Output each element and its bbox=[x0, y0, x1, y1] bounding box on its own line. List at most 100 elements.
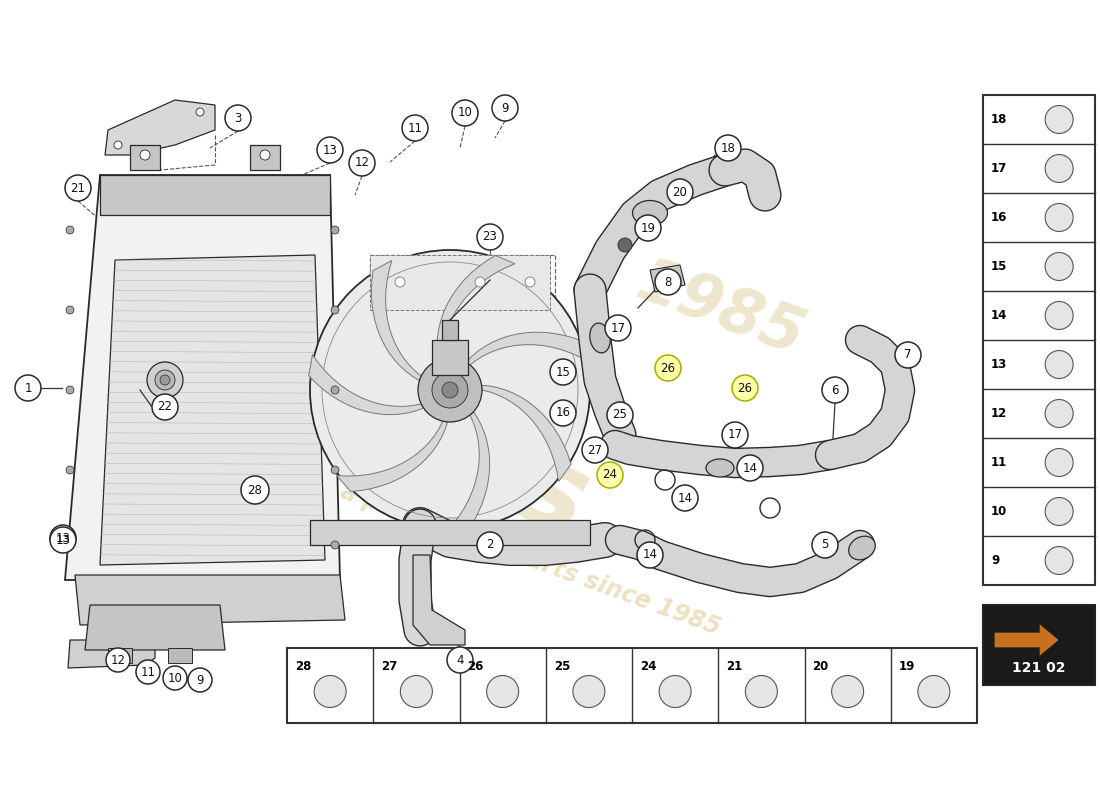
Text: 25: 25 bbox=[553, 660, 570, 673]
Text: 12: 12 bbox=[110, 654, 125, 666]
Circle shape bbox=[140, 150, 150, 160]
Polygon shape bbox=[432, 340, 468, 375]
Text: 8: 8 bbox=[664, 275, 672, 289]
Circle shape bbox=[715, 135, 741, 161]
FancyBboxPatch shape bbox=[250, 145, 280, 170]
Circle shape bbox=[66, 226, 74, 234]
Circle shape bbox=[1045, 350, 1074, 378]
FancyBboxPatch shape bbox=[130, 145, 159, 170]
Text: 12: 12 bbox=[991, 407, 1008, 420]
Circle shape bbox=[331, 541, 339, 549]
Circle shape bbox=[732, 375, 758, 401]
Text: 17: 17 bbox=[610, 322, 626, 334]
Circle shape bbox=[15, 375, 41, 401]
Text: 25: 25 bbox=[613, 409, 627, 422]
Text: 9: 9 bbox=[196, 674, 204, 686]
Polygon shape bbox=[68, 640, 155, 668]
Polygon shape bbox=[447, 412, 490, 532]
Circle shape bbox=[1045, 302, 1074, 330]
Circle shape bbox=[226, 105, 251, 131]
Circle shape bbox=[66, 541, 74, 549]
Text: 27: 27 bbox=[587, 443, 603, 457]
Text: euro: euro bbox=[108, 281, 413, 479]
Circle shape bbox=[315, 675, 346, 707]
Circle shape bbox=[1045, 106, 1074, 134]
Circle shape bbox=[163, 666, 187, 690]
Circle shape bbox=[667, 179, 693, 205]
Circle shape bbox=[475, 277, 485, 287]
Text: 27: 27 bbox=[382, 660, 397, 673]
Text: 10: 10 bbox=[991, 505, 1008, 518]
Circle shape bbox=[50, 527, 76, 553]
Circle shape bbox=[486, 675, 518, 707]
Text: 21: 21 bbox=[70, 182, 86, 194]
Circle shape bbox=[432, 372, 468, 408]
Text: 17: 17 bbox=[727, 429, 742, 442]
Circle shape bbox=[654, 355, 681, 381]
Text: 26: 26 bbox=[737, 382, 752, 394]
FancyBboxPatch shape bbox=[287, 648, 977, 723]
FancyBboxPatch shape bbox=[168, 648, 192, 663]
Polygon shape bbox=[482, 386, 571, 482]
Text: 15: 15 bbox=[991, 260, 1008, 273]
Text: 24: 24 bbox=[640, 660, 657, 673]
Circle shape bbox=[746, 675, 778, 707]
Polygon shape bbox=[337, 421, 448, 491]
Text: 1985: 1985 bbox=[628, 252, 812, 368]
Circle shape bbox=[442, 382, 458, 398]
Circle shape bbox=[147, 362, 183, 398]
Circle shape bbox=[477, 532, 503, 558]
Circle shape bbox=[260, 150, 270, 160]
Circle shape bbox=[477, 224, 503, 250]
Circle shape bbox=[1045, 253, 1074, 281]
FancyBboxPatch shape bbox=[983, 605, 1094, 685]
Circle shape bbox=[66, 466, 74, 474]
Circle shape bbox=[1045, 154, 1074, 182]
Circle shape bbox=[66, 306, 74, 314]
Circle shape bbox=[331, 306, 339, 314]
Circle shape bbox=[573, 675, 605, 707]
Text: 3: 3 bbox=[234, 111, 242, 125]
Text: 16: 16 bbox=[556, 406, 571, 419]
Circle shape bbox=[737, 455, 763, 481]
Text: 22: 22 bbox=[157, 401, 173, 414]
Circle shape bbox=[400, 675, 432, 707]
Text: parts: parts bbox=[257, 343, 603, 557]
Text: 2: 2 bbox=[486, 538, 494, 551]
Circle shape bbox=[672, 485, 698, 511]
Text: 9: 9 bbox=[991, 554, 999, 567]
Circle shape bbox=[722, 422, 748, 448]
Text: 5: 5 bbox=[822, 538, 828, 551]
Polygon shape bbox=[370, 255, 550, 310]
Text: 23: 23 bbox=[483, 230, 497, 243]
Circle shape bbox=[1045, 546, 1074, 574]
Text: 26: 26 bbox=[468, 660, 484, 673]
Text: 13: 13 bbox=[991, 358, 1008, 371]
Text: 14: 14 bbox=[678, 491, 693, 505]
Text: 20: 20 bbox=[813, 660, 828, 673]
Text: 11: 11 bbox=[407, 122, 422, 134]
Circle shape bbox=[525, 277, 535, 287]
Circle shape bbox=[822, 377, 848, 403]
Circle shape bbox=[66, 386, 74, 394]
Circle shape bbox=[607, 402, 632, 428]
Circle shape bbox=[418, 358, 482, 422]
Circle shape bbox=[155, 370, 175, 390]
Text: 11: 11 bbox=[991, 456, 1008, 469]
Circle shape bbox=[812, 532, 838, 558]
Polygon shape bbox=[100, 175, 330, 215]
Circle shape bbox=[402, 115, 428, 141]
Text: 19: 19 bbox=[640, 222, 656, 234]
Text: 9: 9 bbox=[502, 102, 508, 114]
Circle shape bbox=[659, 675, 691, 707]
Circle shape bbox=[331, 466, 339, 474]
Polygon shape bbox=[466, 332, 590, 365]
Circle shape bbox=[349, 150, 375, 176]
Circle shape bbox=[492, 95, 518, 121]
Circle shape bbox=[654, 269, 681, 295]
Ellipse shape bbox=[590, 323, 610, 353]
Text: 18: 18 bbox=[991, 113, 1008, 126]
Circle shape bbox=[618, 238, 632, 252]
Text: 15: 15 bbox=[556, 366, 571, 378]
Text: 18: 18 bbox=[720, 142, 736, 154]
